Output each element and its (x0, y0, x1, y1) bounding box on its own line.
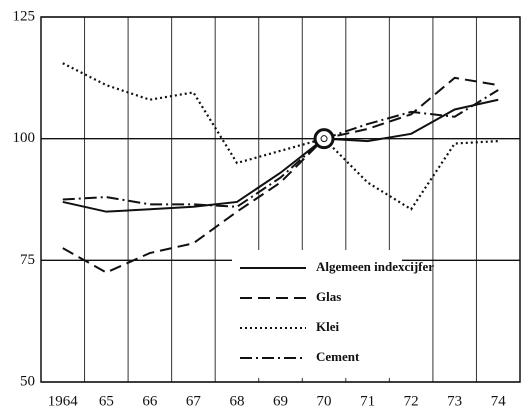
y-tick-label: 50 (20, 373, 35, 389)
x-tick-label: 73 (447, 393, 462, 409)
y-tick-label: 125 (13, 8, 36, 24)
x-tick-label: 65 (99, 393, 114, 409)
series-line (62, 62, 499, 211)
y-tick-label: 100 (13, 130, 36, 146)
y-tick-label: 75 (20, 252, 35, 268)
x-tick-label: 67 (186, 393, 202, 409)
x-tick-label: 66 (142, 393, 158, 409)
x-tick-label: 70 (317, 393, 332, 409)
plot-frame (40, 16, 521, 383)
x-tick-label: 72 (404, 393, 419, 409)
x-tick-label: 69 (273, 393, 288, 409)
series-line (62, 76, 499, 274)
legend-box (232, 250, 402, 378)
x-tick-label: 74 (491, 393, 507, 409)
legend-label: Klei (316, 319, 339, 334)
series-line (62, 98, 499, 213)
highlight-dot (320, 135, 328, 143)
legend-label: Glas (316, 289, 341, 304)
series-line (62, 89, 499, 208)
legend-label: Cement (316, 349, 360, 364)
x-tick-label: 71 (360, 393, 375, 409)
legend-label: Algemeen indexcijfer (316, 259, 434, 274)
x-tick-label: 1964 (48, 393, 79, 409)
x-tick-label: 68 (229, 393, 244, 409)
